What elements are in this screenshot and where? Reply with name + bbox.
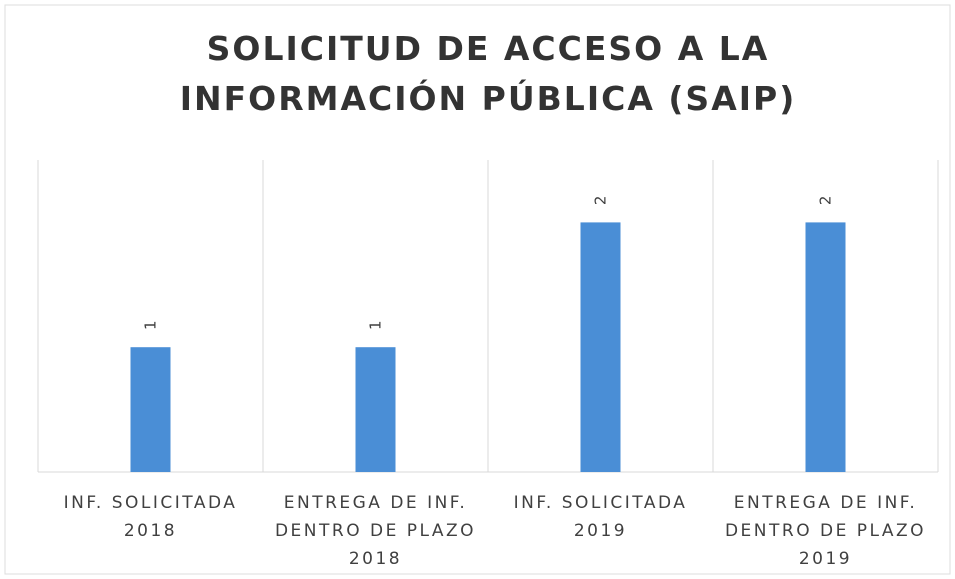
data-label: 2 [816, 196, 834, 206]
x-tick-label: ENTREGA DE INF. DENTRO DE PLAZO 2019 [725, 493, 926, 569]
chart-title: SOLICITUD DE ACCESO A LA INFORMACIÓN PÚBL… [180, 29, 797, 118]
data-label: 1 [141, 320, 159, 330]
data-label: 1 [366, 320, 384, 330]
x-tick-label: ENTREGA DE INF. DENTRO DE PLAZO 2018 [275, 493, 476, 569]
bar [580, 222, 621, 472]
x-tick-label: INF. SOLICITADA 2018 [64, 493, 238, 541]
x-tick-label: INF. SOLICITADA 2019 [514, 493, 688, 541]
data-label: 2 [591, 196, 609, 206]
bar [805, 222, 846, 472]
chart-frame [4, 4, 951, 575]
bar [130, 347, 171, 472]
bar [355, 347, 396, 472]
